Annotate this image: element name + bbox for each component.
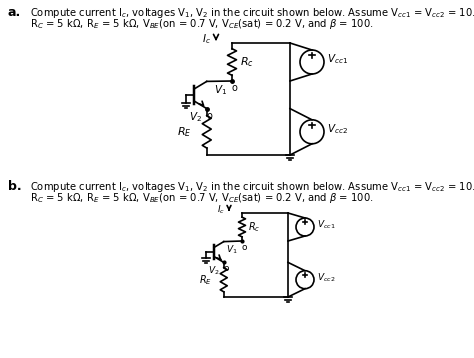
Text: $R_c$: $R_c$ <box>248 220 260 234</box>
Text: $V_{cc1}$: $V_{cc1}$ <box>317 219 336 231</box>
Text: o: o <box>207 111 213 121</box>
Text: $I_c$: $I_c$ <box>202 32 211 46</box>
Text: $R_E$: $R_E$ <box>199 273 212 287</box>
Text: $V_1$: $V_1$ <box>214 83 227 97</box>
Text: $V_2$: $V_2$ <box>208 265 220 277</box>
Text: R$_C$ = 5 k$\Omega$, R$_E$ = 5 k$\Omega$, V$_{BE}$(on = 0.7 V, V$_{CE}$(sat) = 0: R$_C$ = 5 k$\Omega$, R$_E$ = 5 k$\Omega$… <box>30 191 374 205</box>
Text: $V_{cc2}$: $V_{cc2}$ <box>317 271 336 284</box>
Text: $V_2$: $V_2$ <box>189 111 202 124</box>
Text: $I_c$: $I_c$ <box>217 204 225 216</box>
Text: o: o <box>232 83 238 93</box>
Text: $R_E$: $R_E$ <box>177 125 192 139</box>
Text: o: o <box>242 243 247 252</box>
Text: $V_{cc2}$: $V_{cc2}$ <box>327 122 348 136</box>
Text: R$_C$ = 5 k$\Omega$, R$_E$ = 5 k$\Omega$, V$_{BE}$(on = 0.7 V, V$_{CE}$(sat) = 0: R$_C$ = 5 k$\Omega$, R$_E$ = 5 k$\Omega$… <box>30 17 374 31</box>
Text: b.: b. <box>8 180 22 193</box>
Text: Compute current I$_c$, voltages V$_1$, V$_2$ in the circuit shown below. Assume : Compute current I$_c$, voltages V$_1$, V… <box>30 180 474 194</box>
Text: $V_1$: $V_1$ <box>227 243 238 256</box>
Text: a.: a. <box>8 6 21 19</box>
Text: Compute current I$_c$, voltages V$_1$, V$_2$ in the circuit shown below. Assume : Compute current I$_c$, voltages V$_1$, V… <box>30 6 474 20</box>
Text: $R_c$: $R_c$ <box>240 55 254 69</box>
Text: o: o <box>224 265 229 274</box>
Text: $V_{cc1}$: $V_{cc1}$ <box>327 52 348 66</box>
